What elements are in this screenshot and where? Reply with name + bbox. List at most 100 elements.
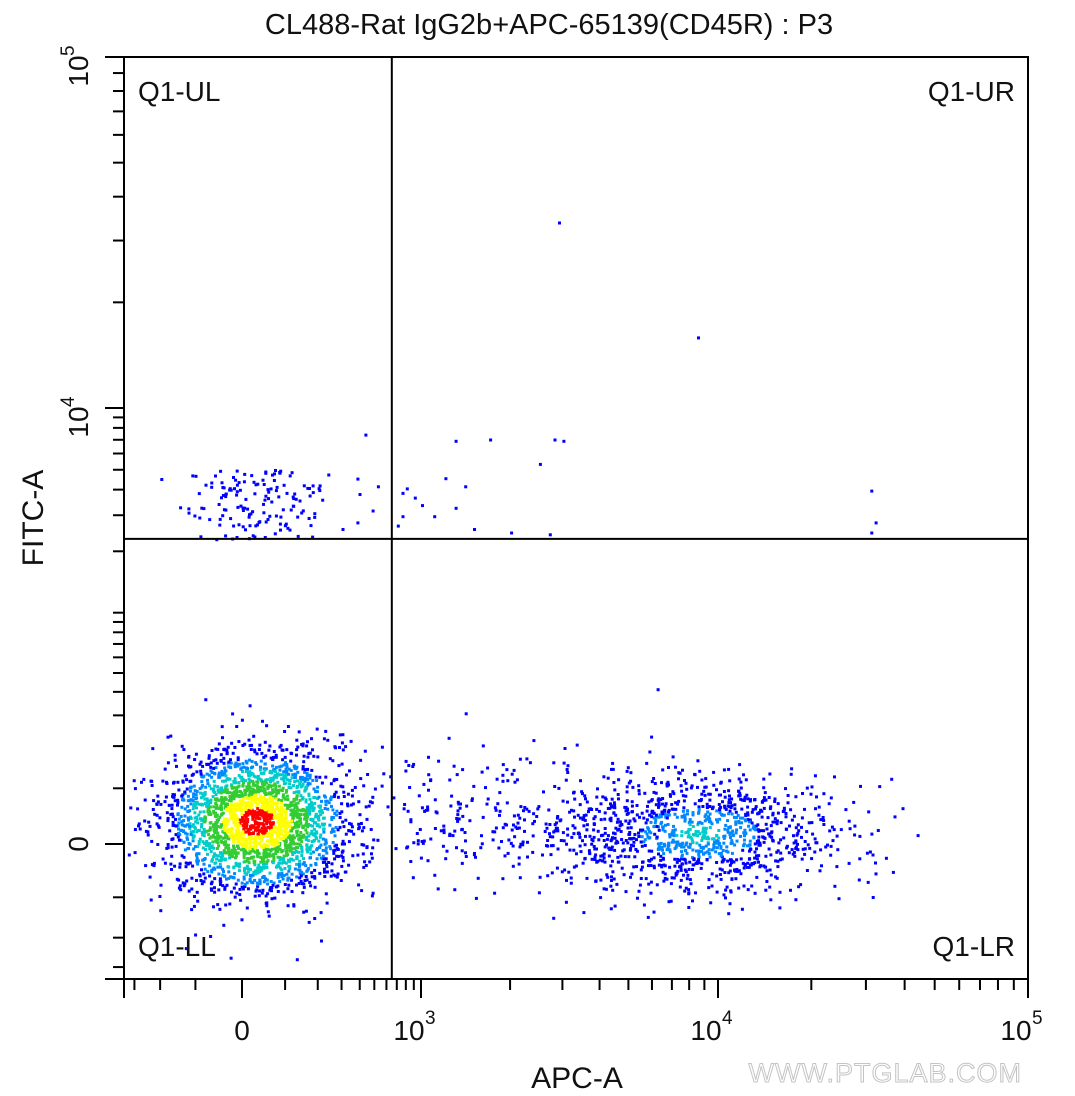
event-dot	[217, 773, 221, 777]
event-dot	[661, 848, 664, 852]
event-dot	[270, 810, 274, 814]
event-dot	[338, 733, 342, 737]
event-dot	[853, 833, 857, 837]
event-dot	[264, 801, 267, 805]
event-dot	[615, 882, 619, 886]
event-dot	[248, 744, 252, 748]
event-dot	[305, 819, 309, 823]
event-dot	[680, 850, 684, 854]
event-dot	[372, 838, 376, 842]
event-dot	[202, 872, 206, 876]
event-dot	[249, 849, 253, 852]
event-dot	[217, 771, 221, 775]
event-dot	[219, 798, 223, 802]
event-dot	[762, 829, 766, 833]
event-dot	[464, 839, 467, 843]
event-dot	[650, 798, 654, 802]
event-dot	[283, 524, 287, 528]
event-dot	[219, 759, 223, 762]
event-dot	[792, 851, 796, 854]
event-dot	[696, 785, 699, 789]
event-dot	[675, 833, 679, 837]
event-dot	[248, 779, 252, 783]
event-dot	[213, 784, 217, 788]
event-dot	[324, 849, 328, 853]
event-dot	[284, 790, 288, 794]
event-dot	[235, 490, 239, 494]
event-dot	[295, 753, 298, 757]
event-dot	[283, 835, 287, 839]
event-dot	[724, 849, 728, 853]
event-dot	[637, 889, 641, 893]
event-dot	[715, 846, 719, 850]
event-dot	[549, 853, 553, 857]
event-dot	[330, 795, 333, 799]
event-dot	[697, 858, 701, 862]
event-dot	[195, 790, 199, 793]
event-dot	[196, 802, 200, 806]
event-dot	[276, 817, 280, 821]
event-dot	[227, 846, 230, 850]
event-dot	[300, 784, 304, 788]
event-dot	[433, 798, 437, 802]
event-dot	[219, 859, 223, 863]
event-dot	[705, 858, 709, 861]
event-dot	[237, 808, 240, 811]
event-dot	[325, 863, 328, 866]
event-dot	[221, 836, 225, 840]
event-dot	[301, 891, 305, 895]
event-dot	[258, 817, 262, 821]
event-dot	[244, 811, 248, 814]
event-dot	[257, 797, 261, 801]
event-dot	[500, 840, 503, 843]
event-dot	[212, 759, 216, 763]
event-dot	[295, 862, 299, 866]
event-dot	[830, 825, 834, 829]
event-dot	[729, 858, 733, 862]
event-dot	[235, 891, 239, 895]
event-dot	[429, 837, 433, 841]
event-dot	[274, 814, 278, 818]
event-dot	[182, 748, 186, 751]
event-dot	[246, 887, 250, 891]
event-dot	[176, 798, 180, 802]
event-dot	[247, 801, 251, 805]
event-dot	[193, 895, 196, 898]
event-dot	[609, 847, 613, 851]
event-dot	[217, 818, 220, 822]
event-dot	[246, 859, 250, 862]
event-dot	[243, 506, 247, 510]
event-dot	[187, 507, 191, 511]
event-dot	[639, 840, 643, 844]
event-dot	[829, 853, 833, 857]
event-dot	[247, 808, 251, 812]
event-dot	[247, 830, 251, 834]
event-dot	[624, 819, 628, 823]
event-dot	[710, 848, 714, 852]
event-dot	[730, 851, 734, 855]
event-dot	[265, 855, 268, 859]
event-dot	[280, 798, 284, 802]
event-dot	[201, 792, 205, 796]
event-dot	[650, 735, 654, 739]
event-dot	[870, 531, 874, 535]
event-dot	[347, 840, 351, 844]
event-dot	[241, 784, 245, 788]
event-dot	[233, 765, 237, 769]
event-dot	[344, 745, 348, 749]
event-dot	[624, 839, 628, 842]
event-dot	[251, 849, 255, 853]
event-dot	[319, 833, 323, 837]
event-dot	[298, 859, 302, 863]
event-dot	[265, 860, 269, 864]
event-dot	[301, 744, 305, 748]
event-dot	[242, 827, 246, 831]
event-dot	[729, 806, 733, 809]
event-dot	[805, 830, 809, 834]
event-dot	[289, 759, 293, 763]
event-dot	[298, 499, 302, 503]
event-dot	[198, 762, 202, 766]
event-dot	[291, 858, 295, 862]
event-dot	[308, 751, 312, 755]
event-dot	[602, 775, 606, 779]
